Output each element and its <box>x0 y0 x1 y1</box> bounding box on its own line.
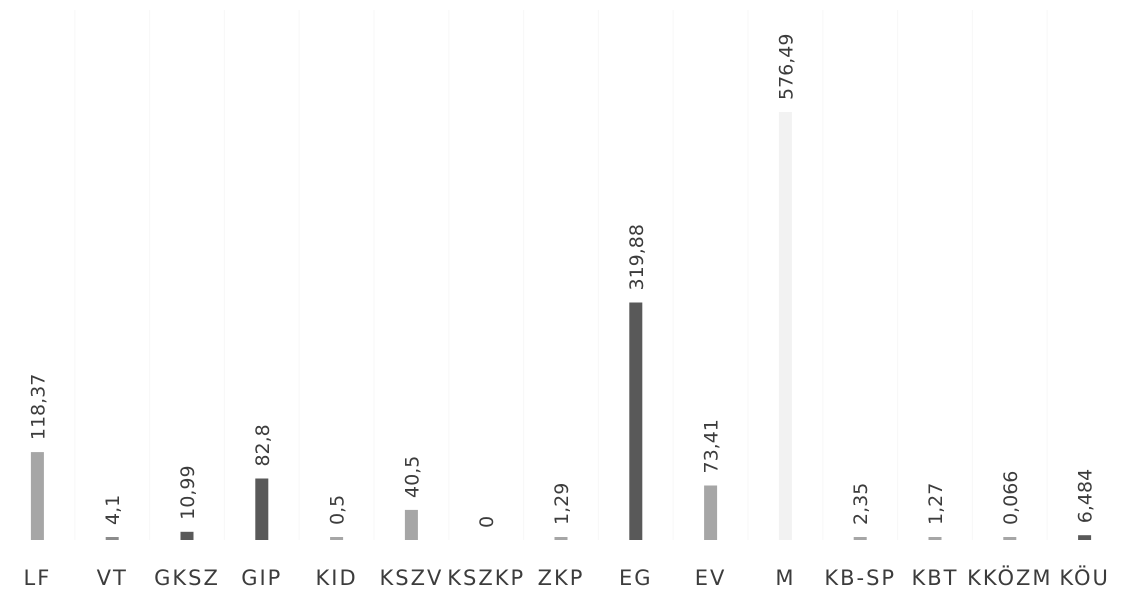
category-label: VT <box>97 566 128 590</box>
value-label: 82,8 <box>252 424 274 466</box>
bar-gip <box>255 478 269 540</box>
value-label: 0 <box>476 516 498 528</box>
category-label: KSZV <box>379 566 443 590</box>
background-grid <box>74 10 1048 540</box>
category-label: KKÖZM <box>967 565 1052 590</box>
bar-kid <box>330 537 344 540</box>
value-label: 10,99 <box>177 465 199 519</box>
value-label: 1,27 <box>925 483 947 525</box>
bar-kközm <box>1003 537 1017 540</box>
value-label: 1,29 <box>551 483 573 525</box>
category-label: EG <box>619 566 653 590</box>
bar-zkp <box>554 537 568 540</box>
category-label: LF <box>24 566 52 590</box>
category-label: ZKP <box>538 566 585 590</box>
value-label: 4,1 <box>102 495 124 525</box>
bar-kszv <box>404 509 418 540</box>
bar-gksz <box>180 531 194 540</box>
category-label: KBT <box>911 566 958 590</box>
value-label: 118,37 <box>27 374 49 440</box>
bar-m <box>778 112 792 540</box>
value-label: 40,5 <box>401 456 423 498</box>
category-labels: LF VT GKSZ GIP KID KSZV KSZKP ZKP EG EV M KB-SP KBT K… <box>24 565 1110 590</box>
category-label: GIP <box>241 566 282 590</box>
bars <box>30 112 1092 540</box>
value-label: 0,5 <box>327 495 349 525</box>
category-label: KB-SP <box>824 566 896 590</box>
value-label: 319,88 <box>626 224 648 290</box>
category-label: GKSZ <box>154 566 220 590</box>
value-label: 6,484 <box>1075 469 1097 523</box>
bar-köu <box>1078 535 1092 540</box>
value-label: 73,41 <box>701 419 723 473</box>
bar-lf <box>30 452 44 540</box>
category-label: EV <box>695 566 727 590</box>
value-label: 576,49 <box>775 34 797 100</box>
category-label: KSZKP <box>447 566 525 590</box>
bar-vt <box>105 537 119 540</box>
bar-eg <box>629 302 643 540</box>
bar-kb-sp <box>853 537 867 540</box>
category-label: KID <box>316 566 358 590</box>
value-labels: 118,37 4,1 10,99 82,8 0,5 40,5 0 1,29 319,88 73,4… <box>27 34 1096 528</box>
bar-ev <box>704 485 718 540</box>
category-label: KÖU <box>1059 565 1110 590</box>
value-label: 0,066 <box>1000 471 1022 525</box>
value-label: 2,35 <box>850 483 872 525</box>
bar-kbt <box>928 537 942 540</box>
category-label: M <box>775 566 795 590</box>
